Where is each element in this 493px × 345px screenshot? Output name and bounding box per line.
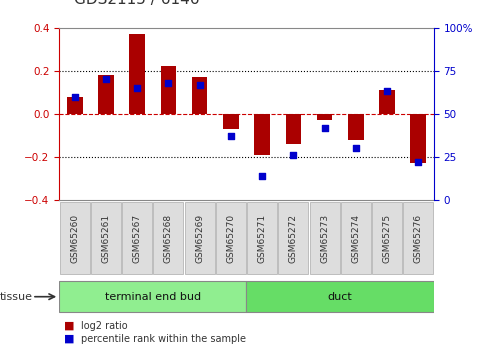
Bar	[129, 34, 145, 114]
FancyBboxPatch shape	[60, 201, 90, 275]
Text: GSM65276: GSM65276	[414, 214, 423, 263]
Text: GSM65273: GSM65273	[320, 214, 329, 263]
Text: tissue: tissue	[0, 292, 33, 302]
Point	[352, 146, 360, 151]
FancyBboxPatch shape	[341, 201, 371, 275]
Text: duct: duct	[328, 292, 352, 302]
Point	[102, 77, 110, 82]
FancyBboxPatch shape	[153, 201, 183, 275]
Text: GSM65275: GSM65275	[383, 214, 391, 263]
Point	[196, 82, 204, 87]
Text: GSM65271: GSM65271	[258, 214, 267, 263]
Text: GSM65268: GSM65268	[164, 214, 173, 263]
Bar	[379, 90, 395, 114]
FancyBboxPatch shape	[216, 201, 246, 275]
Point	[227, 134, 235, 139]
FancyBboxPatch shape	[372, 201, 402, 275]
FancyBboxPatch shape	[403, 201, 433, 275]
Text: GSM65261: GSM65261	[102, 214, 110, 263]
Point	[289, 152, 297, 158]
Point	[414, 159, 422, 165]
Bar	[223, 114, 239, 129]
Text: GSM65269: GSM65269	[195, 214, 204, 263]
Point	[320, 125, 328, 130]
Bar	[67, 97, 83, 114]
FancyBboxPatch shape	[246, 281, 434, 312]
Text: percentile rank within the sample: percentile rank within the sample	[81, 334, 246, 344]
Text: GSM65267: GSM65267	[133, 214, 141, 263]
Point	[133, 85, 141, 91]
FancyBboxPatch shape	[310, 201, 340, 275]
FancyBboxPatch shape	[122, 201, 152, 275]
Point	[258, 173, 266, 179]
Bar	[348, 114, 363, 140]
Bar	[254, 114, 270, 155]
Text: GDS2115 / 6146: GDS2115 / 6146	[74, 0, 200, 7]
FancyBboxPatch shape	[59, 281, 246, 312]
Bar	[192, 77, 208, 114]
Point	[71, 94, 79, 99]
Text: ■: ■	[64, 321, 74, 331]
Bar	[285, 114, 301, 144]
FancyBboxPatch shape	[91, 201, 121, 275]
Point	[383, 89, 391, 94]
FancyBboxPatch shape	[185, 201, 214, 275]
Bar	[98, 75, 114, 114]
FancyBboxPatch shape	[279, 201, 308, 275]
Text: log2 ratio: log2 ratio	[81, 321, 128, 331]
Bar	[161, 66, 176, 114]
Text: GSM65272: GSM65272	[289, 214, 298, 263]
Point	[165, 80, 173, 86]
Bar	[317, 114, 332, 120]
Text: ■: ■	[64, 334, 74, 344]
Bar	[410, 114, 426, 164]
Text: GSM65274: GSM65274	[352, 214, 360, 263]
Text: GSM65260: GSM65260	[70, 214, 79, 263]
Text: terminal end bud: terminal end bud	[105, 292, 201, 302]
FancyBboxPatch shape	[247, 201, 277, 275]
Text: GSM65270: GSM65270	[226, 214, 235, 263]
